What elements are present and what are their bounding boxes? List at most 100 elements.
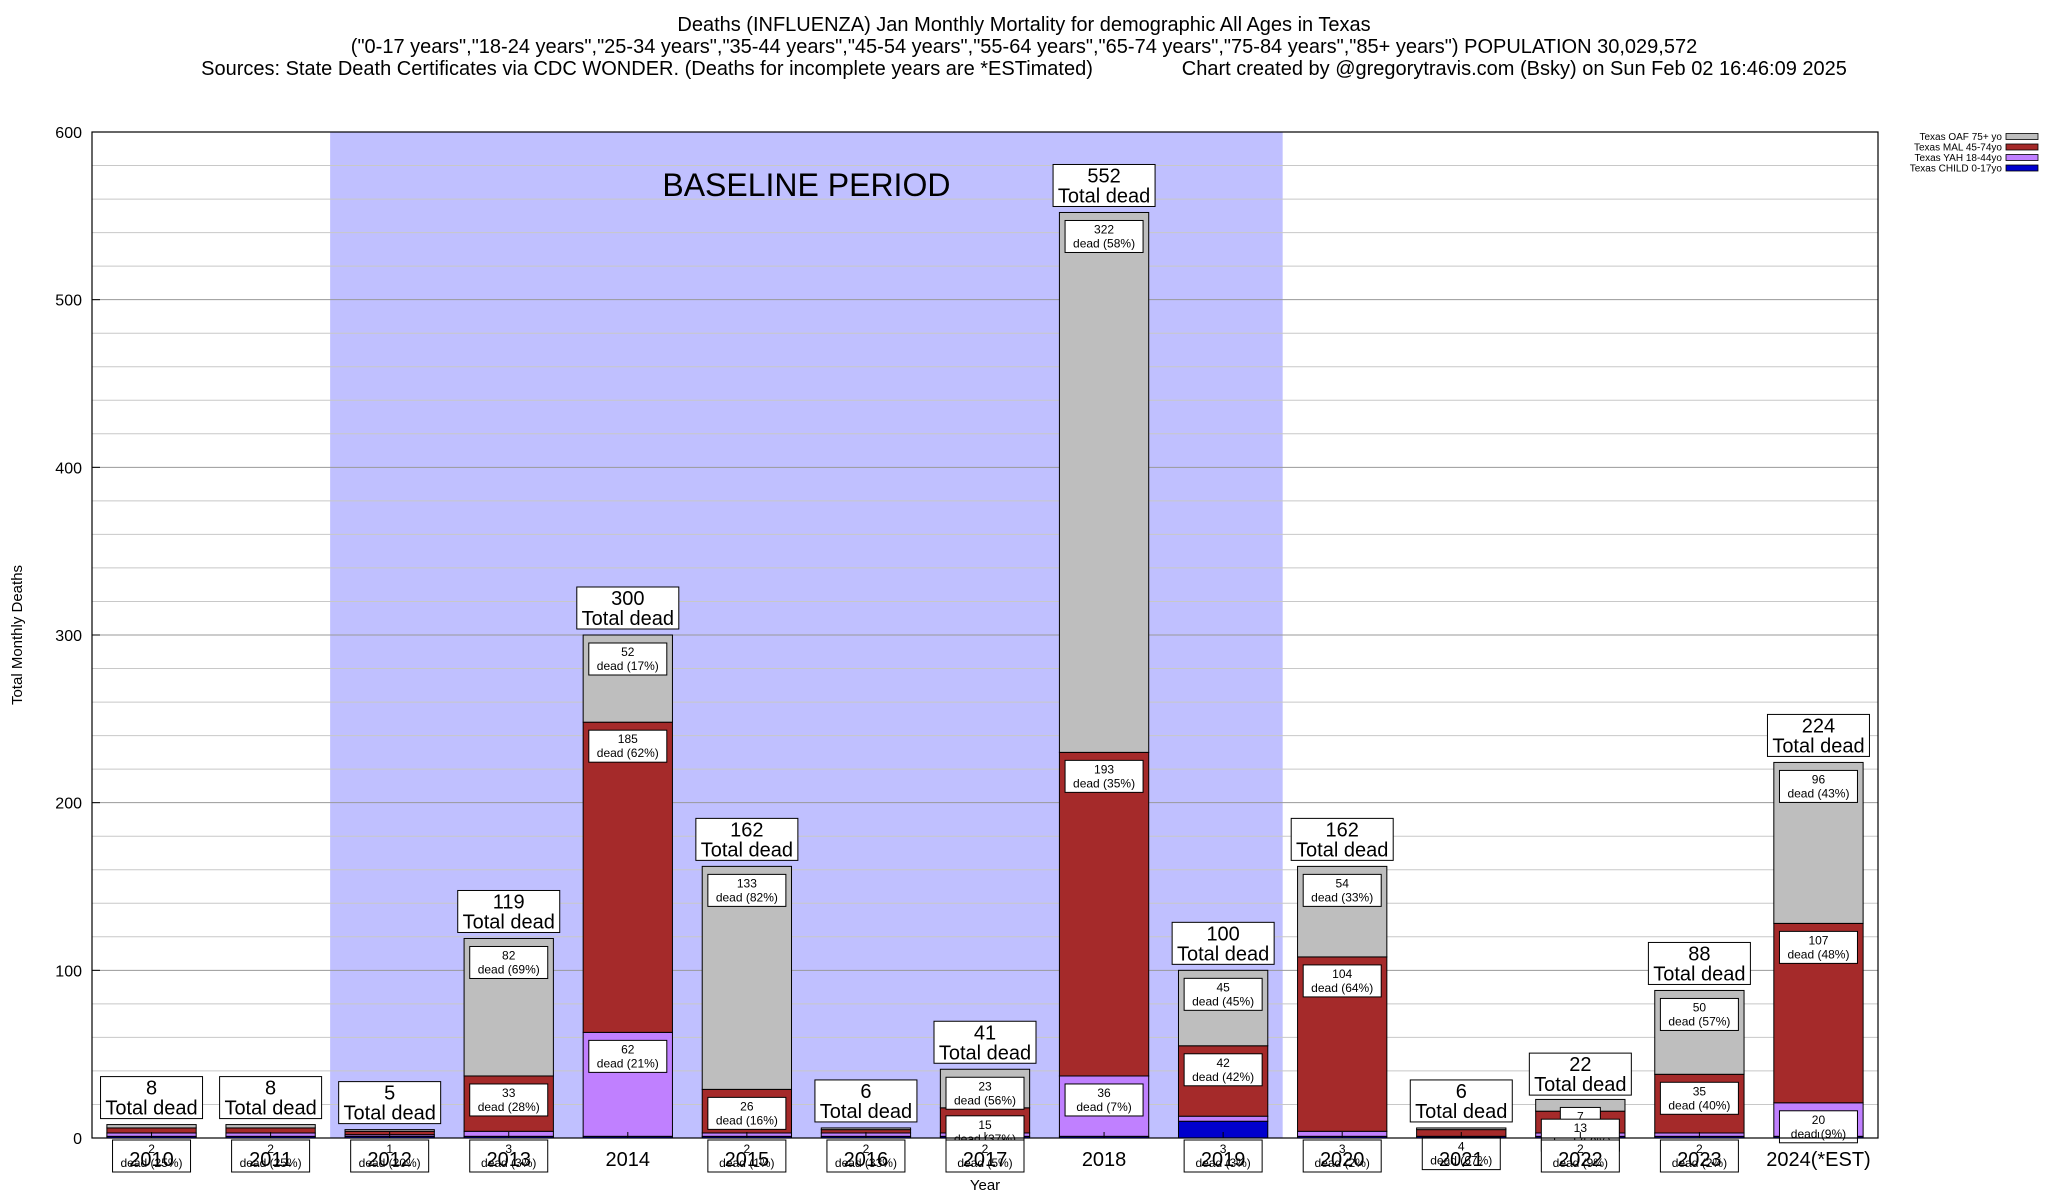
- total-label-value: 22: [1569, 1054, 1591, 1076]
- segment-label-box: [945, 1076, 1025, 1110]
- segment-label-count: 322: [1094, 222, 1114, 236]
- segment-label-count: 3: [1339, 1142, 1346, 1156]
- grid-lines: [92, 131, 1878, 1139]
- segment-label-box: [1302, 1139, 1382, 1173]
- y-axis-label: Total Monthly Deaths: [9, 565, 26, 705]
- segment-label-box: [1064, 219, 1144, 253]
- segment-label-box: [1659, 1139, 1739, 1173]
- chart-subtitle-sources: Sources: State Death Certificates via CD…: [201, 58, 1847, 80]
- segment-label-pct: dead (21%): [597, 1056, 659, 1070]
- x-tick-label: 2018: [1082, 1149, 1127, 1171]
- segment-label-count: 1: [386, 1142, 393, 1156]
- segment-label-box: [1064, 1083, 1144, 1117]
- bar-segment-oaf: [820, 1127, 912, 1131]
- x-tick-label: 2019: [1201, 1149, 1246, 1171]
- segment-label-box: [350, 1139, 430, 1173]
- bar-segment-oaf: [106, 1124, 197, 1129]
- legend-label: Texas CHILD 0-17yo: [1910, 164, 2003, 175]
- segment-label-pct: dead (5%): [957, 1156, 1012, 1170]
- total-label-value: 8: [265, 1078, 276, 1100]
- segment-label-box: [1064, 759, 1144, 793]
- segment-label-pct: dead (62%): [597, 746, 659, 760]
- total-label-box: [1290, 817, 1394, 861]
- legend-swatch-child: [2005, 164, 2039, 172]
- x-axis-label: Year: [970, 1177, 1000, 1194]
- bar-segment-oaf: [344, 1129, 435, 1132]
- total-label-value: 8: [146, 1078, 157, 1100]
- segment-label-box: [231, 1139, 311, 1173]
- segment-label-count: 133: [737, 876, 757, 890]
- segment-label-box: [588, 642, 668, 676]
- segment-label-pct: dead (43%): [1787, 786, 1849, 800]
- y-tick-label: 100: [55, 963, 82, 980]
- segment-label-pct: dead (45%): [1192, 994, 1254, 1008]
- x-tick-label: 2020: [1320, 1149, 1365, 1171]
- bar-segment-mal: [582, 721, 673, 1033]
- segment-label-count: 45: [1216, 980, 1230, 994]
- total-label-box: [219, 1076, 323, 1120]
- segment-label-box: [469, 1139, 549, 1173]
- segment-label-pct: dead (82%): [716, 890, 778, 904]
- segment-label-count: 15: [978, 1118, 992, 1132]
- segment-label-count: 3: [1220, 1142, 1227, 1156]
- segment-label-pct: dead (64%): [1311, 981, 1373, 995]
- segment-label-box: [1659, 1081, 1739, 1115]
- legend-swatch-mal: [2005, 143, 2039, 151]
- x-tick-label: 2014: [606, 1149, 651, 1171]
- segment-label-box: [1302, 873, 1382, 907]
- total-label-text: Total dead: [820, 1101, 912, 1123]
- segment-label-count: 3: [505, 1142, 512, 1156]
- segment-label-count: 62: [621, 1042, 635, 1056]
- bar-segment-oaf: [1058, 211, 1150, 753]
- segment-label-box: [1778, 930, 1858, 964]
- segment-label-count: 36: [1097, 1086, 1111, 1100]
- x-tick-label: 2016: [844, 1149, 889, 1171]
- segment-label-box: [826, 1139, 906, 1173]
- segment-label-box: [945, 1139, 1025, 1173]
- segment-label-pct: dead (25%): [240, 1156, 302, 1170]
- total-label-text: Total dead: [463, 911, 555, 933]
- segment-label-box: [1183, 1139, 1263, 1173]
- bar-segment-oaf: [225, 1124, 316, 1129]
- segment-label-count: 42: [1216, 1056, 1230, 1070]
- segment-label-box: [588, 1039, 668, 1073]
- segment-label-count: 23: [978, 1079, 992, 1093]
- x-tick-label: 2021: [1439, 1149, 1484, 1171]
- segment-label-box: [707, 1139, 787, 1173]
- segment-label-pct: dead (57%): [1668, 1014, 1730, 1028]
- segment-label-count: 185: [618, 732, 638, 746]
- bar-segment-oaf: [1416, 1127, 1507, 1131]
- segment-label-box: [1540, 1139, 1620, 1173]
- total-label-box: [1171, 921, 1275, 965]
- segment-label-pct: dead (28%): [478, 1100, 540, 1114]
- total-label-text: Total dead: [224, 1098, 316, 1120]
- segment-label-count: 82: [502, 948, 516, 962]
- segment-label-count: 2: [982, 1142, 989, 1156]
- segment-label-pct: dead (33%): [1311, 890, 1373, 904]
- segment-label-count: 104: [1332, 967, 1352, 981]
- legend-label: Texas YAH 18-44yo: [1915, 153, 2003, 164]
- total-label-text: Total dead: [1058, 185, 1150, 207]
- segment-label-count: 2: [744, 1142, 751, 1156]
- segment-label-count: 33: [502, 1086, 516, 1100]
- segment-label-pct: dead (17%): [597, 659, 659, 673]
- legend-label: Texas OAF 75+ yo: [1919, 132, 2002, 143]
- y-tick-label: 300: [55, 628, 82, 645]
- x-tick-label: 2012: [367, 1149, 412, 1171]
- total-label-value: 6: [860, 1081, 871, 1103]
- segment-label-count: 2: [863, 1142, 870, 1156]
- segment-label-box: [707, 873, 787, 907]
- total-label-text: Total dead: [1653, 963, 1745, 985]
- total-label-text: Total dead: [1772, 735, 1864, 757]
- total-label-value: 162: [1326, 819, 1359, 841]
- legend-swatch-yah: [2005, 154, 2039, 161]
- bar-segment-mal: [1058, 751, 1150, 1077]
- segment-label-count: 107: [1808, 933, 1828, 947]
- total-label-box: [695, 817, 799, 861]
- x-tick-label: 2023: [1677, 1149, 1722, 1171]
- chart-subtitle-demographics: ("0-17 years","18-24 years","25-34 years…: [350, 36, 1698, 58]
- total-label-text: Total dead: [939, 1042, 1031, 1064]
